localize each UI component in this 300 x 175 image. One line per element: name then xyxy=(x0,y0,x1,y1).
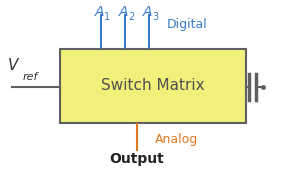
Text: Analog: Analog xyxy=(154,134,198,146)
Text: A: A xyxy=(142,5,152,19)
Text: 3: 3 xyxy=(152,12,158,22)
Text: Digital: Digital xyxy=(167,18,207,31)
Text: Switch Matrix: Switch Matrix xyxy=(101,78,205,93)
Text: V: V xyxy=(8,58,18,73)
Text: A: A xyxy=(94,5,104,19)
Text: Output: Output xyxy=(109,152,164,166)
Text: ref: ref xyxy=(23,72,38,82)
Text: 1: 1 xyxy=(104,12,110,22)
Bar xyxy=(60,49,246,122)
Text: A: A xyxy=(118,5,128,19)
Text: 2: 2 xyxy=(128,12,134,22)
